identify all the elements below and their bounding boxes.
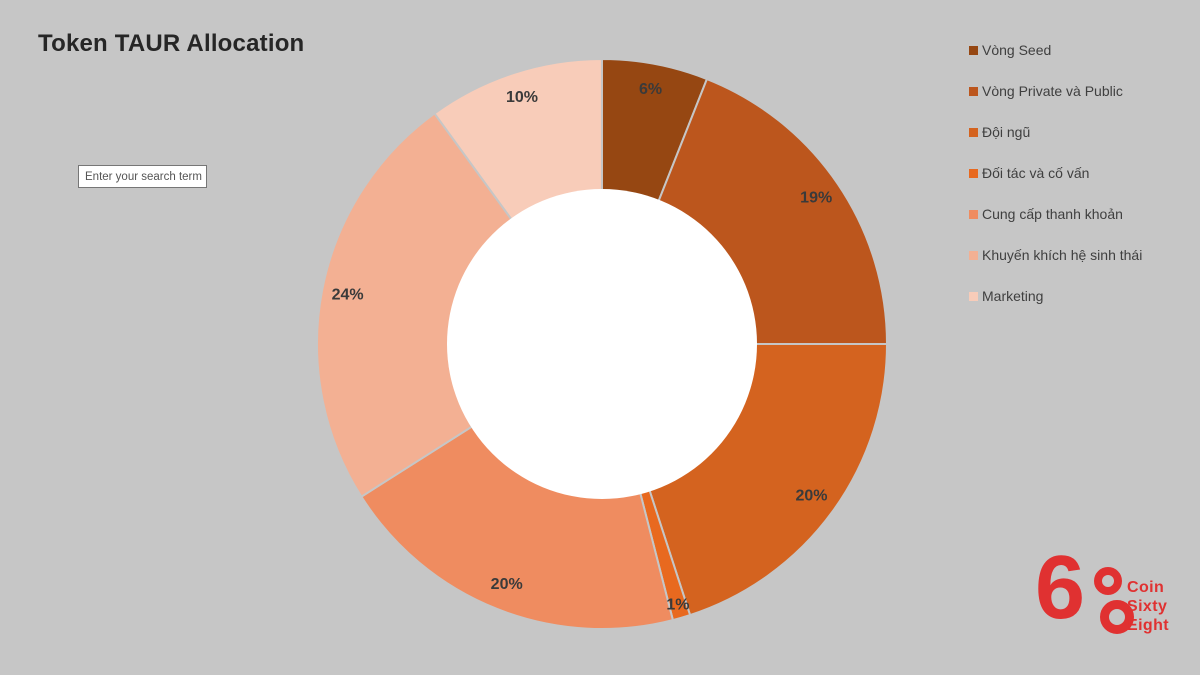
slice-label-0: 6%: [639, 81, 662, 98]
slice-label-2: 20%: [795, 487, 827, 504]
legend-item-6: Marketing: [969, 288, 1142, 305]
legend-label: Đối tác và cố vấn: [982, 165, 1090, 181]
coin68-logo: 6 Coin Sixty Eight: [1035, 543, 1192, 646]
slice-label-3: 1%: [666, 596, 689, 613]
legend-swatch-icon: [969, 251, 978, 260]
legend-item-1: Vòng Private và Public: [969, 83, 1142, 100]
legend-label: Đội ngũ: [982, 124, 1031, 140]
logo-wordmark: Coin Sixty Eight: [1127, 578, 1169, 635]
slice-label-6: 10%: [506, 89, 538, 106]
logo-word-sixty: Sixty: [1127, 598, 1168, 615]
search-input[interactable]: [78, 165, 207, 188]
chart-legend: Vòng Seed Vòng Private và Public Đội ngũ Đố…: [969, 42, 1142, 329]
legend-label: Cung cấp thanh khoản: [982, 206, 1123, 222]
legend-item-2: Đội ngũ: [969, 124, 1142, 141]
legend-label: Marketing: [982, 288, 1044, 304]
legend-label: Vòng Private và Public: [982, 83, 1123, 99]
legend-swatch-icon: [969, 169, 978, 178]
logo-word-coin: Coin: [1127, 579, 1165, 596]
logo-digit-six: 6: [1035, 538, 1086, 638]
chart-title: Token TAUR Allocation: [38, 30, 305, 57]
slice-label-1: 19%: [800, 190, 832, 207]
slice-label-5: 24%: [332, 287, 364, 304]
logo-word-eight: Eight: [1127, 617, 1169, 634]
legend-swatch-icon: [969, 210, 978, 219]
legend-swatch-icon: [969, 128, 978, 137]
logo-ring-large-icon: [1100, 600, 1134, 634]
legend-swatch-icon: [969, 292, 978, 301]
legend-item-4: Cung cấp thanh khoản: [969, 206, 1142, 223]
legend-label: Khuyến khích hệ sinh thái: [982, 247, 1143, 263]
slice-label-4: 20%: [491, 576, 523, 593]
donut-hole: [447, 189, 757, 499]
legend-item-5: Khuyến khích hệ sinh thái: [969, 247, 1142, 264]
legend-item-3: Đối tác và cố vấn: [969, 165, 1142, 182]
legend-swatch-icon: [969, 46, 978, 55]
logo-ring-small-icon: [1094, 567, 1122, 595]
legend-item-0: Vòng Seed: [969, 42, 1142, 59]
legend-swatch-icon: [969, 87, 978, 96]
legend-label: Vòng Seed: [982, 42, 1052, 58]
